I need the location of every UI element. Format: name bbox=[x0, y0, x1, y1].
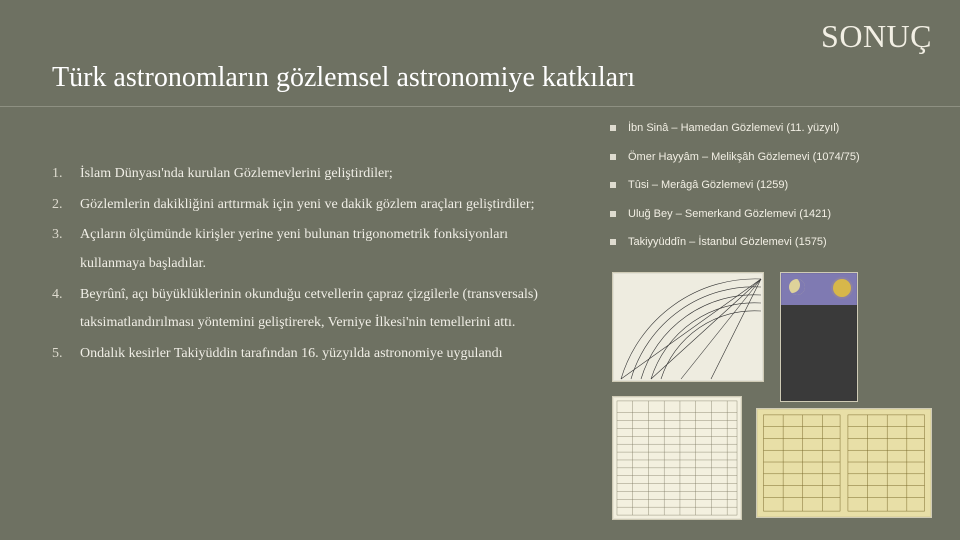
section-label: SONUÇ bbox=[821, 18, 932, 55]
figure-zij-tables bbox=[756, 408, 932, 518]
item-text: Takiyyüddîn – İstanbul Gözlemevi (1575) bbox=[628, 234, 940, 251]
list-item: 4. Beyrûnî, açı büyüklüklerinin okunduğu… bbox=[52, 281, 552, 338]
item-text: Gözlemlerin dakikliğini arttırmak için y… bbox=[80, 191, 552, 220]
item-number: 2. bbox=[52, 191, 80, 220]
item-text: Açıların ölçümünde kirişler yerine yeni … bbox=[80, 221, 552, 278]
title-divider bbox=[0, 106, 960, 107]
item-number: 4. bbox=[52, 281, 80, 338]
item-number: 1. bbox=[52, 160, 80, 189]
square-bullet-icon bbox=[610, 125, 616, 131]
slide-title: Türk astronomların gözlemsel astronomiye… bbox=[52, 62, 635, 94]
list-item: 1. İslam Dünyası'nda kurulan Gözlemevler… bbox=[52, 160, 552, 189]
figure-celestial-miniature bbox=[780, 272, 858, 402]
list-item: İbn Sinâ – Hamedan Gözlemevi (11. yüzyıl… bbox=[610, 120, 940, 137]
square-bullet-icon bbox=[610, 239, 616, 245]
contributions-list: 1. İslam Dünyası'nda kurulan Gözlemevler… bbox=[52, 160, 552, 371]
square-bullet-icon bbox=[610, 182, 616, 188]
item-text: Ömer Hayyâm – Melikşâh Gözlemevi (1074/7… bbox=[628, 149, 940, 166]
observatories-list: İbn Sinâ – Hamedan Gözlemevi (11. yüzyıl… bbox=[610, 120, 940, 263]
list-item: 5. Ondalık kesirler Takiyüddin tarafında… bbox=[52, 340, 552, 369]
list-item: Tûsi – Merâgâ Gözlemevi (1259) bbox=[610, 177, 940, 194]
list-item: 2. Gözlemlerin dakikliğini arttırmak içi… bbox=[52, 191, 552, 220]
sun-icon bbox=[833, 279, 851, 297]
square-bullet-icon bbox=[610, 211, 616, 217]
item-text: Tûsi – Merâgâ Gözlemevi (1259) bbox=[628, 177, 940, 194]
list-item: Takiyyüddîn – İstanbul Gözlemevi (1575) bbox=[610, 234, 940, 251]
moon-icon bbox=[789, 279, 805, 295]
item-text: Uluğ Bey – Semerkand Gözlemevi (1421) bbox=[628, 206, 940, 223]
list-item: Uluğ Bey – Semerkand Gözlemevi (1421) bbox=[610, 206, 940, 223]
list-item: Ömer Hayyâm – Melikşâh Gözlemevi (1074/7… bbox=[610, 149, 940, 166]
figure-arc-diagram bbox=[612, 272, 764, 382]
square-bullet-icon bbox=[610, 154, 616, 160]
item-text: İslam Dünyası'nda kurulan Gözlemevlerini… bbox=[80, 160, 552, 189]
item-number: 5. bbox=[52, 340, 80, 369]
item-number: 3. bbox=[52, 221, 80, 278]
item-text: Ondalık kesirler Takiyüddin tarafından 1… bbox=[80, 340, 552, 369]
item-text: Beyrûnî, açı büyüklüklerinin okunduğu ce… bbox=[80, 281, 552, 338]
list-item: 3. Açıların ölçümünde kirişler yerine ye… bbox=[52, 221, 552, 278]
item-text: İbn Sinâ – Hamedan Gözlemevi (11. yüzyıl… bbox=[628, 120, 940, 137]
figure-numeric-table bbox=[612, 396, 742, 520]
